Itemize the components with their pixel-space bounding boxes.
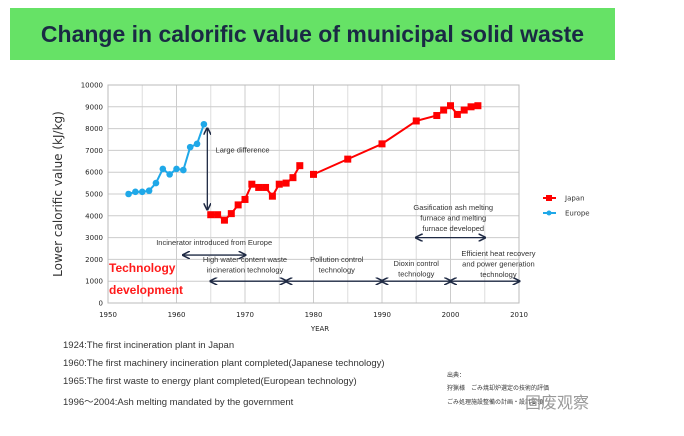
data-point-japan bbox=[255, 183, 263, 191]
data-point-japan bbox=[282, 179, 290, 187]
x-tick-label: 1980 bbox=[305, 311, 323, 319]
source-label: 出典： bbox=[447, 372, 466, 379]
page-title: Change in calorific value of municipal s… bbox=[10, 8, 615, 60]
data-point-japan bbox=[207, 211, 215, 219]
data-point-europe bbox=[152, 179, 160, 187]
y-tick-label: 0 bbox=[99, 300, 103, 308]
data-point-japan bbox=[440, 106, 448, 114]
series-line-japan bbox=[313, 104, 479, 176]
y-tick-label: 4000 bbox=[85, 212, 103, 220]
annotation-label-line: Dioxin control bbox=[394, 259, 440, 268]
data-point-europe bbox=[138, 188, 146, 196]
data-point-japan bbox=[220, 216, 228, 224]
legend-label-europe: Europe bbox=[565, 210, 590, 218]
y-tick-label: 5000 bbox=[85, 191, 103, 199]
annotation-label-line: furnace and melting bbox=[420, 214, 486, 223]
data-point-japan bbox=[344, 155, 352, 163]
data-point-europe bbox=[132, 188, 139, 196]
x-tick-label: 1990 bbox=[373, 311, 391, 319]
annotation-label-line: incineration technology bbox=[207, 266, 284, 275]
technology-development-label-line: Technology bbox=[109, 261, 176, 275]
source-line-1: 狩猟様 ごみ焼却炉選定の技術的評価 bbox=[447, 385, 550, 392]
data-point-japan bbox=[460, 106, 468, 114]
annotation-label: Incinerator introduced from Europe bbox=[156, 238, 272, 247]
data-point-japan bbox=[412, 117, 420, 125]
data-point-europe bbox=[166, 171, 173, 178]
data-point-europe bbox=[193, 140, 201, 148]
technology-development-label: Technology development bbox=[109, 261, 183, 297]
technology-development-label-line: development bbox=[109, 283, 183, 297]
annotation-label-line: Gasification ash melting bbox=[413, 203, 493, 212]
y-tick-label: 2000 bbox=[85, 256, 103, 264]
y-tick-label: 7000 bbox=[85, 147, 103, 155]
note-3: 1965:The first waste to energy plant com… bbox=[63, 376, 357, 387]
x-axis-label: YEAR bbox=[310, 325, 329, 333]
y-tick-label: 9000 bbox=[85, 103, 103, 111]
data-point-europe bbox=[145, 187, 153, 195]
data-point-japan bbox=[248, 180, 256, 188]
y-tick-label: 6000 bbox=[85, 169, 103, 177]
data-point-japan bbox=[227, 210, 235, 218]
source-line-2: ごみ処理施設整備の計画・設計要領 bbox=[447, 399, 544, 406]
data-point-japan bbox=[310, 170, 317, 178]
y-tick-label: 8000 bbox=[85, 125, 103, 133]
data-point-japan bbox=[453, 110, 461, 118]
data-point-japan bbox=[474, 102, 482, 110]
note-2: 1960:The first machinery incineration pl… bbox=[63, 358, 385, 369]
data-point-japan bbox=[447, 102, 454, 110]
y-tick-label: 3000 bbox=[85, 234, 103, 242]
note-4: 1996～2004:Ash melting mandated by the go… bbox=[63, 397, 294, 408]
data-point-europe bbox=[173, 165, 180, 173]
x-tick-label: 1970 bbox=[236, 311, 254, 319]
data-point-japan bbox=[378, 140, 386, 148]
x-tick-label: 1950 bbox=[99, 311, 117, 319]
data-point-europe bbox=[125, 190, 132, 198]
data-point-japan bbox=[433, 112, 441, 120]
annotation-label-line: technology bbox=[480, 270, 517, 279]
annotation-label: Dioxin control technology bbox=[394, 259, 440, 279]
annotation-label-line: High water content waste bbox=[203, 255, 287, 264]
annotation-label-line: furnace developed bbox=[422, 224, 484, 233]
data-point-europe bbox=[180, 166, 187, 174]
annotation-label: Pollution control technology bbox=[310, 255, 364, 275]
data-point-japan bbox=[262, 183, 270, 191]
y-axis-label: Lower calorific value (kJ/kg) bbox=[51, 111, 65, 277]
plot-frame bbox=[107, 84, 520, 304]
annotation-label-line: and power generation bbox=[462, 260, 535, 269]
annotation-label-line: technology bbox=[398, 270, 435, 279]
annotation-label: Large difference bbox=[216, 146, 270, 155]
x-tick-label: 1960 bbox=[168, 311, 186, 319]
data-point-japan bbox=[275, 180, 283, 188]
data-point-japan bbox=[241, 195, 249, 203]
data-point-europe bbox=[200, 120, 208, 128]
x-tick-label: 2000 bbox=[442, 311, 460, 319]
data-point-japan bbox=[268, 192, 276, 200]
annotation-label-line: Efficient heat recovery bbox=[461, 249, 535, 258]
legend-marker bbox=[546, 210, 552, 216]
x-tick-label: 2010 bbox=[510, 311, 528, 319]
annotation-label-line: Pollution control bbox=[310, 255, 364, 264]
note-1: 1924:The first incineration plant in Jap… bbox=[63, 340, 235, 351]
data-point-japan bbox=[296, 162, 304, 170]
data-point-europe bbox=[159, 165, 167, 173]
y-tick-label: 10000 bbox=[81, 82, 103, 90]
y-tick-label: 1000 bbox=[85, 278, 103, 286]
watermark: 固废观察 bbox=[525, 393, 590, 412]
data-point-japan bbox=[467, 103, 475, 111]
annotation-label-line: technology bbox=[319, 266, 356, 275]
data-point-europe bbox=[186, 143, 194, 151]
legend-label-japan: Japan bbox=[564, 195, 585, 203]
annotation-label: Gasification ash melting furnace and melt… bbox=[413, 203, 493, 233]
data-point-japan bbox=[289, 174, 297, 182]
series-line-europe bbox=[128, 123, 205, 195]
annotation-label: High water content waste incineration tec… bbox=[203, 255, 287, 275]
legend-marker bbox=[546, 195, 552, 201]
series-line-japan bbox=[210, 165, 301, 222]
data-point-japan bbox=[234, 201, 242, 209]
data-point-japan bbox=[214, 211, 222, 219]
annotation-label: Efficient heat recovery and power generat… bbox=[461, 249, 535, 279]
